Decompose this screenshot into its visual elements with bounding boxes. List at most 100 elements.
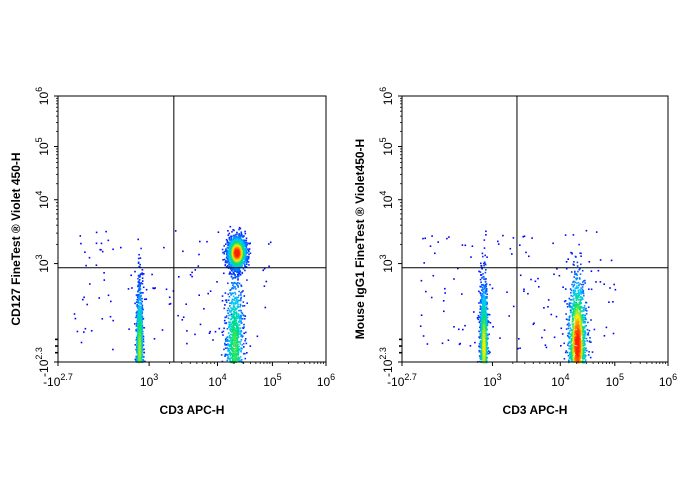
event-dot: [481, 286, 484, 289]
event-dot: [224, 353, 227, 356]
event-dot: [233, 348, 236, 350]
event-dot: [246, 259, 249, 262]
event-dot: [224, 340, 227, 342]
event-dot: [237, 352, 239, 354]
event-dot: [568, 303, 571, 306]
event-dot: [481, 326, 484, 328]
event-dot: [236, 298, 238, 300]
event-dot: [243, 332, 245, 335]
event-dot: [489, 351, 491, 354]
event-dot: [480, 358, 482, 360]
event-dot: [231, 264, 233, 267]
event-dot: [576, 297, 578, 300]
event-dot: [231, 282, 233, 284]
event-dot: [112, 348, 114, 351]
event-dot: [231, 309, 233, 312]
event-dot: [483, 239, 486, 241]
event-dot: [573, 310, 576, 313]
event-dot: [482, 273, 484, 275]
event-dot: [138, 335, 141, 338]
event-dot: [481, 306, 483, 308]
event-dot: [231, 341, 233, 344]
event-dot: [141, 353, 143, 356]
event-dot: [240, 320, 242, 322]
event-dot: [242, 244, 244, 246]
event-dot: [235, 336, 237, 339]
event-dot: [233, 351, 236, 354]
event-dot: [581, 296, 583, 299]
event-dot: [569, 336, 572, 338]
event-dot: [579, 310, 581, 313]
event-dot: [424, 237, 426, 240]
event-dot: [139, 284, 141, 286]
event-dot: [576, 296, 579, 299]
event-dot: [571, 329, 573, 331]
event-dot: [583, 314, 586, 317]
event-dot: [139, 326, 141, 329]
event-dot: [233, 344, 235, 347]
event-dot: [484, 285, 486, 288]
event-dot: [138, 328, 140, 331]
event-dot: [230, 294, 232, 296]
event-dot: [238, 282, 241, 285]
event-dot: [229, 326, 231, 328]
event-dot: [234, 302, 237, 304]
event-dot: [575, 303, 577, 306]
event-dot: [239, 330, 241, 333]
event-dot: [168, 303, 171, 305]
event-dot: [235, 288, 237, 290]
event-dot: [479, 320, 481, 322]
event-dot: [249, 252, 252, 254]
event-dot: [233, 237, 236, 239]
event-dot: [85, 264, 87, 267]
event-dot: [222, 259, 224, 261]
event-dot: [562, 286, 564, 288]
event-dot: [569, 288, 572, 290]
event-dot: [583, 308, 585, 311]
event-dot: [585, 347, 587, 349]
event-dot: [233, 286, 236, 288]
event-dot: [103, 272, 105, 274]
event-dot: [483, 320, 486, 323]
event-dot: [519, 347, 521, 349]
event-dot: [234, 320, 237, 323]
event-dot: [241, 291, 243, 293]
event-dot: [225, 238, 228, 241]
event-dot: [564, 288, 567, 290]
event-dot: [571, 252, 573, 255]
event-dot: [268, 265, 270, 268]
event-dot: [112, 319, 114, 322]
event-dot: [241, 262, 244, 265]
event-dot: [575, 297, 577, 299]
event-dot: [138, 293, 140, 296]
event-dot: [235, 283, 238, 285]
event-dot: [225, 353, 228, 356]
event-dot: [482, 325, 485, 328]
event-dot: [237, 331, 240, 334]
event-dot: [580, 287, 582, 289]
event-dot: [226, 338, 229, 341]
event-dot: [229, 333, 232, 336]
event-dot: [225, 344, 228, 346]
event-dot: [480, 299, 482, 301]
event-dot: [486, 320, 489, 322]
event-dot: [582, 327, 584, 330]
event-dot: [591, 351, 594, 353]
event-dot: [236, 305, 239, 308]
event-dot: [486, 308, 489, 310]
event-dot: [476, 317, 479, 319]
event-dot: [169, 302, 172, 305]
event-dot: [242, 241, 245, 243]
event-dot: [138, 315, 140, 317]
event-dot: [484, 278, 486, 280]
event-dot: [568, 336, 570, 339]
event-dot: [98, 297, 100, 299]
event-dot: [573, 297, 575, 300]
event-dot: [226, 347, 228, 349]
event-dot: [153, 287, 155, 290]
event-dot: [483, 262, 485, 265]
event-dot: [232, 277, 234, 280]
event-dot: [589, 356, 592, 359]
event-dot: [577, 295, 579, 297]
event-dot: [139, 285, 141, 287]
